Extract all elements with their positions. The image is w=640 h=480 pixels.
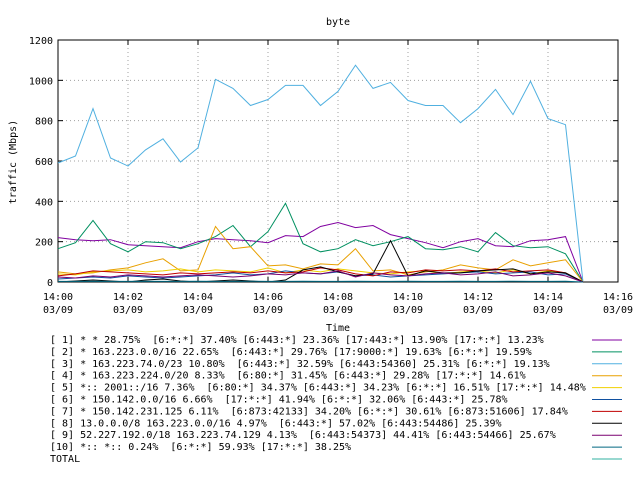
y-tick-label: 200 — [35, 238, 53, 249]
series-line-7 — [57, 267, 584, 283]
series-line-9 — [57, 270, 584, 283]
grid — [58, 40, 618, 282]
legend-label: [ 1] * * 28.75% [6:*:*] 37.40% [6:443:*]… — [50, 335, 544, 346]
x-tick-label-date: 03/09 — [253, 305, 283, 316]
y-tick-label: 1200 — [29, 36, 53, 47]
x-tick-label-time: 14:00 — [43, 292, 73, 303]
x-tick-label-time: 14:02 — [113, 292, 143, 303]
series-line-6 — [57, 270, 584, 283]
legend-label: TOTAL — [50, 454, 80, 465]
legend-label: [ 4] * 163.223.224.0/20 8.33% [6:80:*] 3… — [50, 371, 526, 382]
y-axis-label: traffic (Mbps) — [8, 120, 19, 204]
legend-label: [ 6] * 150.142.0.0/16 6.66% [17:*:*] 41.… — [50, 395, 508, 406]
plot-frame — [57, 39, 619, 283]
x-tick-label-time: 14:16 — [603, 292, 633, 303]
x-tick-label-date: 03/09 — [393, 305, 423, 316]
x-tick-label-date: 03/09 — [183, 305, 213, 316]
legend-label: [ 9] 52.227.192.0/18 163.223.74.129 4.13… — [50, 430, 556, 441]
x-tick-label-date: 03/09 — [113, 305, 143, 316]
x-tick-label-date: 03/09 — [533, 305, 563, 316]
legend-label: [ 5] *:: 2001::/16 7.36% [6:80:*] 34.37%… — [50, 383, 586, 394]
series-line-1 — [57, 221, 584, 283]
series-line-10 — [58, 280, 584, 283]
legend-label: [ 7] * 150.142.231.125 6.11% [6:873:4213… — [50, 406, 568, 417]
legend-label: [ 3] * 163.223.74.0/23 10.80% [6:443:*] … — [50, 359, 550, 370]
series-line-8 — [57, 239, 584, 283]
x-tick-label-time: 14:08 — [323, 292, 353, 303]
chart-title: byte — [326, 17, 350, 28]
legend-label: [ 8] 13.0.0.0/8 163.223.0.0/16 4.97% [6:… — [50, 418, 502, 429]
x-axis-label: Time — [326, 323, 350, 334]
y-tick-label: 400 — [35, 197, 53, 208]
x-tick-label-time: 14:10 — [393, 292, 423, 303]
x-tick-label-date: 03/09 — [463, 305, 493, 316]
y-tick-label: 0 — [47, 278, 53, 289]
y-tick-label: 600 — [35, 157, 53, 168]
series-lines — [57, 64, 584, 283]
x-tick-label-date: 03/09 — [603, 305, 633, 316]
legend: [ 1] * * 28.75% [6:*:*] 37.40% [6:443:*]… — [50, 335, 622, 465]
x-tick-label-time: 14:06 — [253, 292, 283, 303]
y-tick-label: 800 — [35, 117, 53, 128]
series-line-2 — [57, 202, 584, 283]
legend-label: [ 2] * 163.223.0.0/16 22.65% [6:443:*] 2… — [50, 347, 532, 358]
x-tick-label-time: 14:12 — [463, 292, 493, 303]
y-tick-label: 1000 — [29, 76, 53, 87]
x-tick-label-date: 03/09 — [43, 305, 73, 316]
x-tick-label-date: 03/09 — [323, 305, 353, 316]
x-tick-label-time: 14:14 — [533, 292, 563, 303]
legend-label: [10] *:: *:: 0.24% [6:*:*] 59.93% [17:*:… — [50, 442, 351, 453]
series-line-5 — [57, 267, 584, 283]
x-tick-label-time: 14:04 — [183, 292, 213, 303]
series-line-3 — [57, 64, 584, 283]
